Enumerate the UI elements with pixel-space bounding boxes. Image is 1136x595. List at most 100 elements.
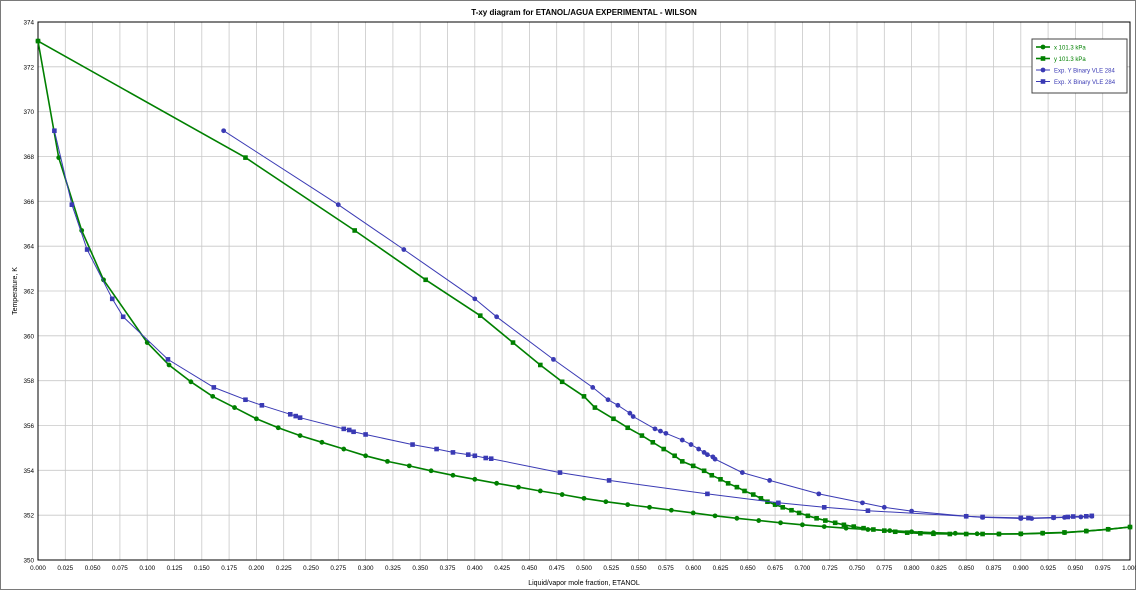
data-point — [861, 525, 866, 531]
y-tick-label: 368 — [23, 154, 34, 161]
grid — [37, 21, 1131, 561]
data-point — [494, 314, 500, 320]
data-point — [56, 155, 62, 161]
data-point — [796, 510, 802, 516]
data-point — [709, 472, 715, 478]
data-point — [679, 437, 685, 443]
data-point — [52, 128, 57, 134]
data-point — [605, 397, 611, 403]
x-tick-label: 0.350 — [412, 565, 428, 572]
x-tick-label: 0.750 — [849, 565, 865, 572]
data-point — [434, 446, 439, 452]
data-point — [188, 379, 194, 385]
data-point — [892, 529, 898, 535]
legend-box — [1031, 38, 1128, 94]
data-point — [557, 470, 563, 475]
x-tick-label: 0.600 — [685, 565, 701, 572]
data-point — [559, 492, 565, 497]
x-tick-label: 0.325 — [385, 565, 401, 572]
data-point — [341, 446, 347, 452]
data-point — [712, 513, 718, 519]
data-point — [663, 430, 669, 436]
data-point — [668, 507, 674, 513]
data-point — [661, 446, 667, 452]
data-point — [166, 362, 172, 368]
y-tick-label: 362 — [23, 289, 34, 296]
x-tick-label: 0.925 — [1040, 565, 1056, 572]
data-point — [401, 247, 407, 252]
data-point — [559, 379, 565, 385]
data-point — [800, 522, 805, 528]
data-point — [725, 481, 731, 486]
x-tick-label: 0.300 — [358, 565, 374, 572]
data-point — [814, 516, 819, 521]
data-point — [780, 505, 786, 510]
data-point — [351, 429, 356, 435]
data-point — [488, 456, 494, 461]
data-point — [1065, 514, 1071, 520]
chart-title: T-xy diagram for ETANOL/AGUA EXPERIMENTA… — [471, 8, 697, 17]
x-tick-label: 1.000 — [1122, 565, 1136, 572]
data-point — [406, 463, 412, 469]
x-tick-label: 0.675 — [767, 565, 783, 572]
x-tick-label: 0.875 — [986, 565, 1002, 572]
x-tick-label: 0.250 — [303, 565, 319, 572]
data-point — [1070, 514, 1076, 519]
data-point — [805, 513, 811, 519]
data-point — [211, 385, 217, 390]
data-point — [712, 456, 718, 462]
data-point — [1084, 528, 1089, 534]
data-point — [823, 518, 828, 523]
data-point — [734, 515, 740, 521]
data-point — [472, 296, 478, 302]
data-point — [1026, 515, 1031, 521]
data-point — [881, 504, 887, 510]
series-2 — [35, 38, 1133, 537]
data-point — [652, 426, 658, 432]
data-point — [410, 442, 415, 447]
data-point — [551, 356, 556, 362]
data-point — [627, 410, 633, 416]
series-line — [53, 130, 1092, 519]
data-point — [590, 384, 596, 390]
data-point — [758, 496, 764, 501]
y-tick-label: 366 — [23, 199, 34, 206]
x-tick-label: 0.525 — [603, 565, 619, 572]
y-tick-label: 374 — [23, 20, 34, 27]
data-point — [630, 414, 636, 419]
data-point — [778, 520, 783, 526]
data-point — [69, 202, 75, 207]
legend: x 101.3 kPa y 101.3 kPa Exp. Y Binary VLE … — [1031, 38, 1128, 94]
data-point — [615, 402, 621, 408]
data-point — [465, 452, 471, 457]
data-point — [690, 510, 696, 516]
x-tick-label: 0.000 — [30, 565, 46, 572]
x-tick-label: 0.400 — [467, 565, 483, 572]
data-point — [428, 468, 434, 474]
legend-marker — [1040, 67, 1046, 73]
data-point — [696, 446, 702, 452]
data-point — [625, 425, 630, 431]
data-point — [423, 277, 428, 283]
data-point — [120, 314, 126, 320]
data-point — [537, 488, 543, 494]
data-point — [658, 428, 663, 434]
data-point — [996, 531, 1002, 537]
x-tick-label: 0.475 — [549, 565, 565, 572]
x-tick-label: 0.375 — [440, 565, 456, 572]
data-point — [704, 452, 710, 458]
data-point — [243, 397, 248, 403]
data-point — [259, 403, 265, 408]
x-tick-label: 0.950 — [1068, 565, 1084, 572]
data-point — [592, 405, 598, 410]
data-point — [904, 530, 910, 535]
data-point — [841, 522, 847, 528]
x-tick-label: 0.200 — [249, 565, 265, 572]
x-tick-label: 0.050 — [85, 565, 101, 572]
x-tick-label: 0.625 — [713, 565, 729, 572]
data-point — [821, 524, 827, 529]
x-tick-label: 0.225 — [276, 565, 292, 572]
legend-marker — [1040, 79, 1046, 84]
data-point — [816, 491, 822, 497]
data-point — [1051, 515, 1056, 520]
